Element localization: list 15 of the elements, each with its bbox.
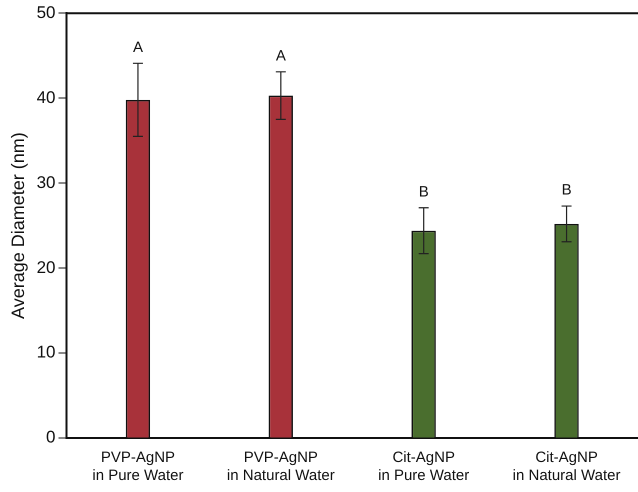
y-tick-label: 50 xyxy=(36,2,56,22)
x-tick-label: PVP-AgNP in Natural Water xyxy=(226,449,335,484)
annotation: B xyxy=(418,183,429,200)
annotation: A xyxy=(132,38,143,56)
y-tick-label: 20 xyxy=(36,258,56,277)
annotation: A xyxy=(276,47,286,64)
x-tick-label: Cit-AgNP in Pure Water xyxy=(378,449,470,484)
y-tick-label: 10 xyxy=(36,342,56,362)
x-tick-label: Cit-AgNP in Natural Water xyxy=(512,449,620,484)
x-tick-label: PVP-AgNP in Pure Water xyxy=(92,449,184,484)
y-tick-label: 0 xyxy=(46,428,56,447)
y-axis-title: Average Diameter (nm) xyxy=(8,132,28,319)
y-tick-label: 30 xyxy=(36,172,56,192)
y-tick-label: 40 xyxy=(36,88,56,107)
annotation: B xyxy=(562,182,572,199)
